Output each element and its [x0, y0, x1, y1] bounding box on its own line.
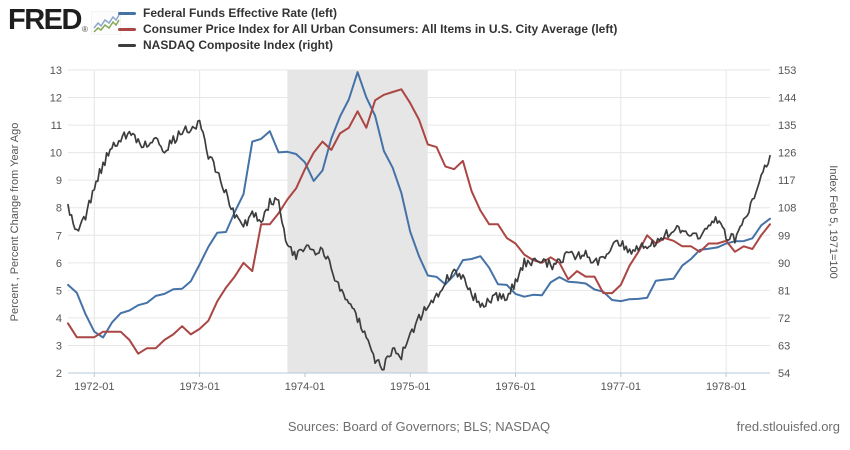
x-axis-tick-label: 1977-01: [601, 381, 641, 393]
series-line-nasdaq[interactable]: [67, 119, 771, 371]
left-axis-tick-label: 12: [50, 93, 62, 105]
left-axis-tick-label: 7: [56, 230, 62, 242]
right-axis-tick-label: 99: [778, 230, 790, 242]
left-axis-tick-label: 5: [56, 285, 62, 297]
chart-legend: Federal Funds Effective Rate (left) Cons…: [118, 5, 617, 53]
legend-swatch-fed-funds: [118, 11, 136, 15]
right-axis-tick-label: 153: [778, 65, 796, 77]
recession-band: [287, 70, 428, 373]
x-axis-tick-label: 1978-01: [706, 381, 746, 393]
x-axis-tick-label: 1972-01: [74, 381, 114, 393]
right-axis-tick-label: 126: [778, 148, 796, 160]
left-axis-tick-label: 10: [50, 148, 62, 160]
left-axis-tick-label: 13: [50, 65, 62, 77]
sources-text: Sources: Board of Governors; BLS; NASDAQ: [287, 419, 551, 434]
left-axis-tick-label: 11: [51, 120, 62, 132]
fred-site-link[interactable]: fred.stlouisfed.org: [736, 419, 840, 434]
left-axis-tick-label: 3: [56, 340, 62, 352]
left-axis-tick-label: 9: [56, 175, 62, 187]
left-axis-tick-label: 8: [56, 203, 62, 215]
legend-swatch-cpi: [118, 27, 136, 31]
x-axis-tick-label: 1974-01: [285, 381, 325, 393]
legend-swatch-nasdaq: [118, 43, 136, 47]
right-axis-tick-label: 135: [778, 120, 796, 132]
right-axis-tick-label: 108: [778, 203, 796, 215]
right-axis-tick-label: 117: [778, 175, 796, 187]
fred-logo-text: FRED: [8, 4, 82, 36]
x-axis-tick-label: 1976-01: [495, 381, 535, 393]
legend-label-fed-funds: Federal Funds Effective Rate (left): [143, 6, 338, 20]
fred-logo[interactable]: FRED ®: [8, 6, 121, 35]
left-axis-tick-label: 2: [56, 368, 62, 380]
left-axis-tick-label: 6: [56, 258, 62, 270]
right-axis-tick-label: 54: [778, 368, 790, 380]
left-axis-tick-label: 4: [56, 313, 62, 325]
legend-item-fed-funds: Federal Funds Effective Rate (left): [118, 5, 617, 21]
registered-mark: ®: [81, 25, 88, 34]
series-line-fed-funds[interactable]: [67, 71, 771, 339]
legend-item-nasdaq: NASDAQ Composite Index (right): [118, 37, 617, 53]
right-axis-tick-label: 81: [778, 285, 790, 297]
left-axis-title: Percent , Percent Change from Year Ago: [9, 122, 21, 322]
x-axis-tick-label: 1975-01: [390, 381, 430, 393]
right-axis-tick-label: 90: [778, 258, 790, 270]
right-axis-tick-label: 63: [778, 340, 790, 352]
right-axis-tick-label: 144: [778, 93, 796, 105]
legend-label-cpi: Consumer Price Index for All Urban Consu…: [143, 22, 618, 36]
right-axis-tick-label: 72: [778, 313, 790, 325]
legend-item-cpi: Consumer Price Index for All Urban Consu…: [118, 21, 617, 37]
x-axis-tick-label: 1973-01: [179, 381, 219, 393]
fred-logo-chart-icon: [90, 11, 121, 35]
right-axis-title: Index Feb 5, 1971=100: [827, 165, 839, 279]
legend-label-nasdaq: NASDAQ Composite Index (right): [143, 38, 334, 52]
